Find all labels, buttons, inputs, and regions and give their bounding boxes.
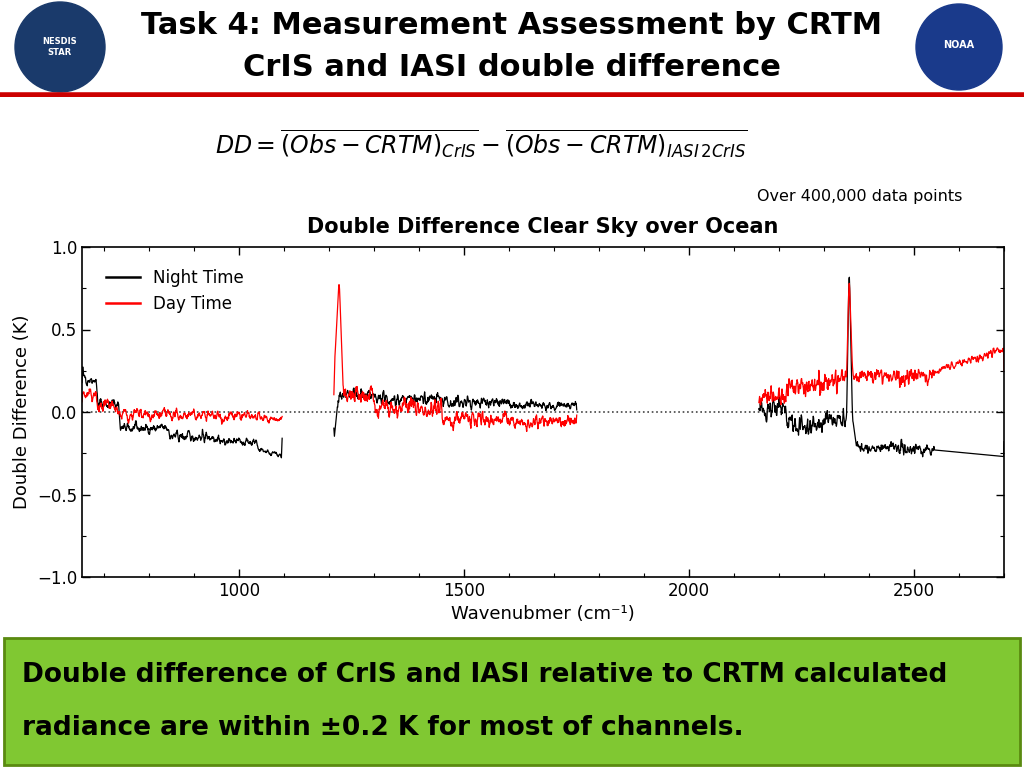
Text: NOAA: NOAA (943, 40, 975, 50)
Title: Double Difference Clear Sky over Ocean: Double Difference Clear Sky over Ocean (307, 217, 778, 237)
Line: Night Time: Night Time (82, 367, 283, 458)
Day Time (276, 412, 289, 421)
Night Time (275, 453, 288, 462)
FancyBboxPatch shape (4, 638, 1020, 765)
Circle shape (15, 2, 105, 92)
Night Time (276, 434, 289, 443)
Day Time (216, 419, 228, 429)
Night Time (193, 433, 205, 442)
Circle shape (916, 4, 1002, 90)
Text: Task 4: Measurement Assessment by CRTM: Task 4: Measurement Assessment by CRTM (141, 11, 883, 39)
Night Time (76, 378, 88, 387)
Night Time (228, 434, 241, 443)
Day Time (228, 414, 241, 423)
Y-axis label: Double Difference (K): Double Difference (K) (13, 315, 32, 509)
Night Time (88, 376, 100, 386)
Day Time (198, 407, 210, 416)
Day Time (76, 397, 88, 406)
Night Time (77, 362, 89, 372)
X-axis label: Wavenubmer (cm⁻¹): Wavenubmer (cm⁻¹) (452, 605, 635, 624)
Legend: Night Time, Day Time: Night Time, Day Time (99, 262, 250, 319)
Text: NESDIS
STAR: NESDIS STAR (43, 38, 78, 57)
Text: $DD = \overline{(Obs-CRTM)_{CrIS}} - \overline{(Obs-CRTM)_{IASI\,2CrIS}}$: $DD = \overline{(Obs-CRTM)_{CrIS}} - \ov… (215, 127, 748, 160)
Night Time (198, 432, 210, 441)
Day Time (83, 385, 95, 394)
Night Time (204, 435, 216, 445)
Text: radiance are within ±0.2 K for most of channels.: radiance are within ±0.2 K for most of c… (22, 715, 743, 741)
Text: Double difference of CrIS and IASI relative to CRTM calculated: Double difference of CrIS and IASI relat… (22, 662, 947, 688)
Text: CrIS and IASI double difference: CrIS and IASI double difference (243, 52, 781, 81)
Day Time (88, 392, 100, 401)
Day Time (193, 411, 205, 420)
Line: Day Time: Day Time (82, 389, 283, 424)
Night Time (249, 439, 261, 448)
Day Time (204, 411, 216, 420)
Day Time (249, 412, 261, 421)
Text: Over 400,000 data points: Over 400,000 data points (757, 190, 963, 204)
